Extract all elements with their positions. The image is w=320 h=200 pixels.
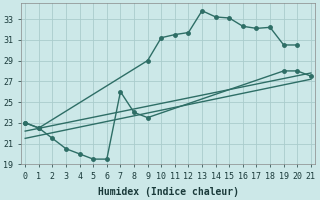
X-axis label: Humidex (Indice chaleur): Humidex (Indice chaleur) <box>98 186 238 197</box>
